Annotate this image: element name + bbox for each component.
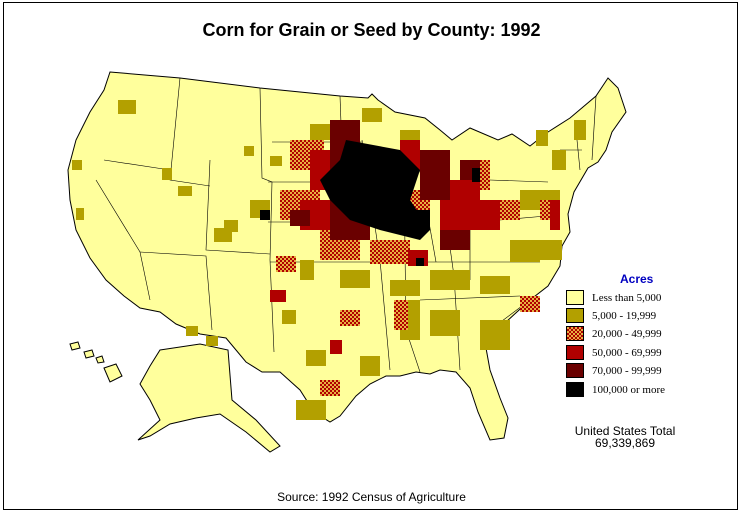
legend-title: Acres <box>620 272 654 286</box>
map-title: Corn for Grain or Seed by County: 1992 <box>202 20 541 40</box>
legend-swatch <box>566 363 584 378</box>
legend-label: 100,000 or more <box>592 383 666 396</box>
legend-swatch <box>566 326 584 341</box>
hawaii-shape <box>69 341 123 383</box>
legend-item: 50,000 - 69,999 <box>566 344 662 361</box>
legend-swatch <box>566 308 584 323</box>
legend-label: 20,000 - 49,999 <box>592 327 662 340</box>
alaska-shape <box>137 343 281 453</box>
source-note: Source: 1992 Census of Agriculture <box>277 490 466 504</box>
legend-item: 20,000 - 49,999 <box>566 325 662 342</box>
legend-label: 50,000 - 69,999 <box>592 346 662 359</box>
legend-item: Less than 5,000 <box>566 289 661 306</box>
range-100000-plus-areas <box>260 140 480 266</box>
legend-swatch <box>566 290 584 305</box>
legend-label: 5,000 - 19,999 <box>592 309 657 322</box>
legend-label: 70,000 - 99,999 <box>592 364 662 377</box>
range-5000-19999-areas <box>72 100 586 420</box>
legend-swatch <box>566 345 584 360</box>
us-total-value: 69,339,869 <box>594 436 656 450</box>
legend-item: 100,000 or more <box>566 381 665 398</box>
legend-item: 5,000 - 19,999 <box>566 307 656 324</box>
us-total-label: United States Total <box>574 424 676 438</box>
legend-label: Less than 5,000 <box>592 291 662 304</box>
legend-swatch <box>566 382 584 397</box>
legend-item: 70,000 - 99,999 <box>566 362 662 379</box>
us-total: United States Total 69,339,869 <box>570 425 680 449</box>
